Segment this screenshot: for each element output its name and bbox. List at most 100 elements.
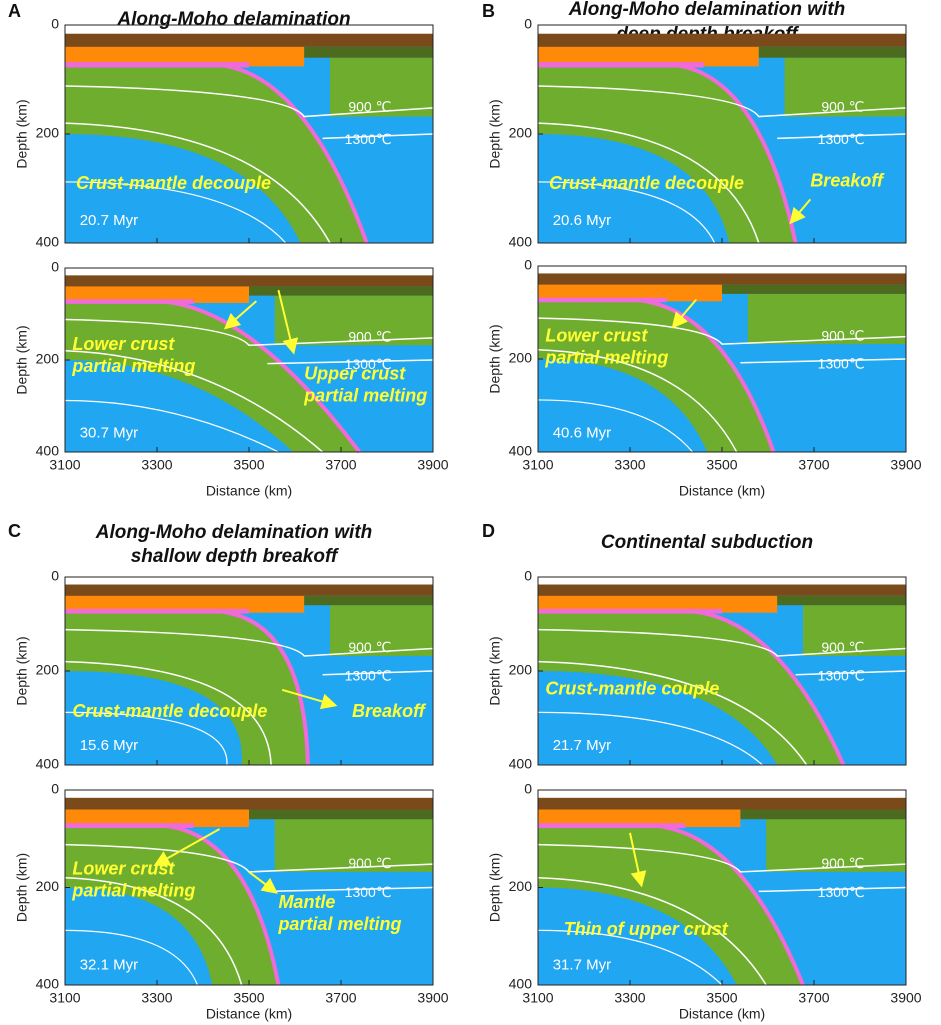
lower-crust-pink <box>65 823 194 829</box>
x-tick-label: 3500 <box>706 457 737 473</box>
isotherm-label: 900 ℃ <box>821 855 864 871</box>
isotherm-1300 <box>64 350 434 453</box>
x-tick-label: 3300 <box>614 457 645 473</box>
overriding-lithosphere <box>802 605 906 656</box>
upper-crust <box>538 273 906 285</box>
isotherm-deep <box>64 929 199 986</box>
annotation: Upper crust <box>304 363 406 383</box>
annotation: Lower crust <box>545 325 648 345</box>
annotation-arrow <box>789 198 812 225</box>
annotation-arrow <box>153 828 221 867</box>
annotation: Crust-mantle decouple <box>76 173 271 193</box>
lower-crust-pink <box>538 297 667 303</box>
x-tick-label: 3700 <box>325 990 356 1006</box>
y-tick-label: 400 <box>36 756 60 772</box>
isotherm-label: 1300℃ <box>818 884 865 900</box>
isotherm-deep <box>537 711 763 766</box>
x-tick-label: 3300 <box>614 990 645 1006</box>
sediment <box>740 809 906 820</box>
sediment <box>249 809 433 820</box>
sediment <box>722 284 906 294</box>
time-label: 32.1 Myr <box>80 956 138 973</box>
x-tick-label: 3300 <box>141 457 172 473</box>
annotation-arrow <box>277 289 299 355</box>
panel-letter: D <box>482 521 495 541</box>
annotation: Crust-mantle couple <box>545 679 719 699</box>
y-axis-label: Depth (km) <box>487 636 503 705</box>
model-snapshot <box>64 33 434 244</box>
model-snapshot <box>537 33 907 244</box>
x-tick-label: 3500 <box>706 990 737 1006</box>
overriding-lithosphere <box>747 293 906 345</box>
annotation: Mantle <box>278 892 335 912</box>
isotherm-900 <box>537 628 907 657</box>
y-tick-label: 0 <box>51 259 59 275</box>
time-label: 20.6 Myr <box>553 212 611 229</box>
y-axis-label: Depth (km) <box>14 853 30 922</box>
y-axis-label: Depth (km) <box>14 325 30 394</box>
time-label: 21.7 Myr <box>553 737 611 754</box>
annotation: partial melting <box>277 914 401 934</box>
slab-crust <box>212 608 310 766</box>
y-tick-label: 200 <box>36 351 60 367</box>
annotation: partial melting <box>71 881 195 901</box>
overriding-lithosphere <box>329 57 433 117</box>
panel-title: Along-Moho delamination with <box>568 0 846 20</box>
annotation: partial melting <box>71 356 195 376</box>
slab <box>538 64 796 244</box>
y-tick-label: 0 <box>524 257 532 273</box>
isotherm-label: 1300℃ <box>818 355 865 371</box>
lower-crust-pink <box>65 608 249 614</box>
y-tick-label: 400 <box>509 976 533 992</box>
y-tick-label: 0 <box>524 568 532 584</box>
x-tick-label: 3100 <box>522 457 553 473</box>
lower-crust <box>538 807 741 828</box>
isotherm-1300 <box>537 122 907 244</box>
sediment <box>249 286 433 296</box>
sediment <box>758 46 906 58</box>
isotherm-900 <box>64 318 434 347</box>
isotherm-label: 900 ℃ <box>348 329 391 345</box>
isotherm-label: 1300℃ <box>345 356 392 372</box>
isotherm-label: 900 ℃ <box>348 639 391 655</box>
y-tick-label: 200 <box>509 350 533 366</box>
overriding-lithosphere <box>766 819 906 872</box>
y-tick-label: 200 <box>509 662 533 678</box>
upper-crust <box>65 275 433 287</box>
y-tick-label: 400 <box>509 234 533 250</box>
annotation: Lower crust <box>72 334 175 354</box>
panel-letter: A <box>8 1 21 21</box>
isotherm-label: 1300℃ <box>345 131 392 147</box>
sediment <box>304 595 433 606</box>
annotation-arrow <box>281 688 338 710</box>
annotation: Crust-mantle decouple <box>549 173 744 193</box>
x-tick-label: 3500 <box>233 457 264 473</box>
isotherm-label: 900 ℃ <box>348 99 391 115</box>
overriding-lithosphere <box>329 605 433 656</box>
overriding-lithosphere <box>274 295 433 346</box>
lower-crust-pink <box>65 299 194 304</box>
x-axis-label: Distance (km) <box>679 1006 765 1022</box>
lower-crust <box>65 44 305 67</box>
isotherm-deep <box>64 399 279 453</box>
x-tick-label: 3900 <box>417 990 448 1006</box>
x-axis-label: Distance (km) <box>206 483 292 499</box>
x-tick-label: 3300 <box>141 990 172 1006</box>
slab-crust <box>629 297 776 453</box>
y-tick-label: 400 <box>36 234 60 250</box>
isotherm-1300 <box>537 660 907 766</box>
lower-crust-pink <box>65 62 249 68</box>
isotherm-1300 <box>537 877 907 986</box>
model-snapshot <box>537 273 907 453</box>
y-tick-label: 200 <box>36 662 60 678</box>
panel-letter: C <box>8 521 21 541</box>
sediment <box>777 595 906 606</box>
y-tick-label: 400 <box>36 443 60 459</box>
y-axis-label: Depth (km) <box>14 99 30 168</box>
isotherm-900 <box>64 628 434 657</box>
lower-crust-pink <box>538 62 704 68</box>
panel-title: Along-Moho delamination <box>116 9 350 30</box>
isotherm-label: 1300℃ <box>818 667 865 683</box>
annotation: partial melting <box>544 347 668 367</box>
isotherm-deep <box>64 711 228 766</box>
